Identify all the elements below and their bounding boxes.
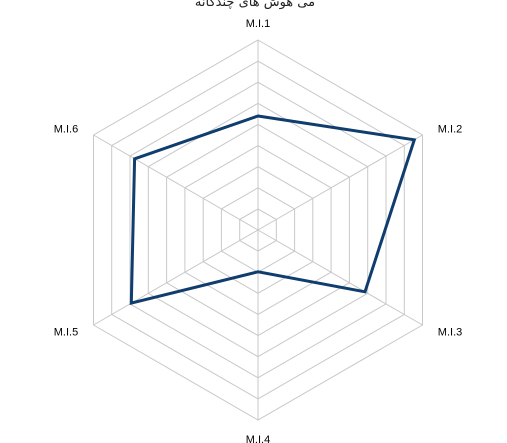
axis-spoke [257,134,423,231]
axis-label-m-i-4: M.I.4 [246,434,270,443]
chart-title-fragment: ﻣﯽ ﻫﻮﺵ ﻫﺎﯼ ﭼﻨﺪﮔﺎﻧﻪ [194,0,316,10]
axis-label-m-i-2: M.I.2 [438,124,462,136]
radar-grid [93,39,423,421]
axis-label-m-i-1: M.I.1 [246,18,270,30]
axis-label-m-i-6: M.I.6 [54,124,78,136]
series-polygon [129,114,417,306]
axis-label-m-i-3: M.I.3 [438,327,462,339]
axis-label-m-i-5: M.I.5 [54,327,78,339]
radar-series-layer [129,114,417,306]
axis-spoke [257,229,423,326]
axis-spoke [93,134,259,231]
axis-labels: M.I.1 M.I.2 M.I.3 M.I.4 M.I.5 M.I.6 [54,18,463,443]
axis-spoke [93,229,259,326]
